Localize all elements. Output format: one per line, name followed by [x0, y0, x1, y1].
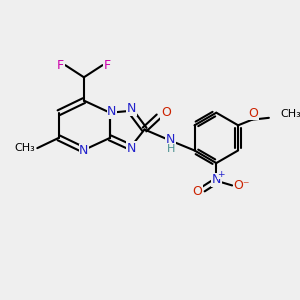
- Text: N: N: [127, 103, 136, 116]
- Text: O: O: [248, 107, 258, 120]
- Text: N: N: [166, 133, 175, 146]
- Text: N: N: [107, 105, 117, 118]
- Text: N: N: [212, 173, 221, 186]
- Text: O: O: [193, 184, 202, 197]
- Text: O: O: [161, 106, 171, 119]
- Text: H: H: [167, 144, 176, 154]
- Text: CH₃: CH₃: [15, 143, 35, 153]
- Text: O⁻: O⁻: [233, 179, 250, 192]
- Text: F: F: [57, 59, 64, 72]
- Text: CH₃: CH₃: [280, 109, 300, 119]
- Text: N: N: [79, 144, 88, 158]
- Text: +: +: [217, 170, 225, 179]
- Text: F: F: [104, 59, 111, 72]
- Text: N: N: [127, 142, 136, 154]
